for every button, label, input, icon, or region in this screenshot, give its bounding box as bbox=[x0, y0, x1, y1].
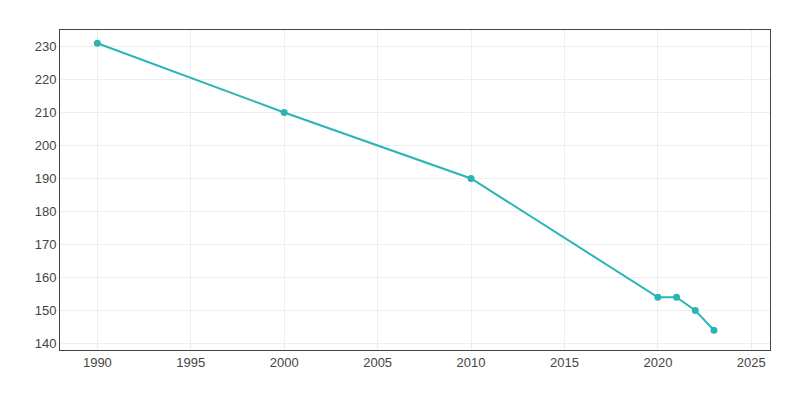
svg-text:230: 230 bbox=[35, 39, 57, 54]
svg-text:180: 180 bbox=[35, 204, 57, 219]
svg-text:220: 220 bbox=[35, 72, 57, 87]
svg-text:2025: 2025 bbox=[737, 355, 766, 370]
svg-text:150: 150 bbox=[35, 303, 57, 318]
svg-text:2010: 2010 bbox=[457, 355, 486, 370]
svg-text:210: 210 bbox=[35, 105, 57, 120]
svg-text:1995: 1995 bbox=[176, 355, 205, 370]
svg-text:1990: 1990 bbox=[83, 355, 112, 370]
svg-text:140: 140 bbox=[35, 336, 57, 351]
svg-text:2005: 2005 bbox=[363, 355, 392, 370]
svg-text:200: 200 bbox=[35, 138, 57, 153]
svg-text:170: 170 bbox=[35, 237, 57, 252]
svg-text:2020: 2020 bbox=[643, 355, 672, 370]
svg-text:2000: 2000 bbox=[270, 355, 299, 370]
svg-text:160: 160 bbox=[35, 270, 57, 285]
svg-text:2015: 2015 bbox=[550, 355, 579, 370]
svg-text:190: 190 bbox=[35, 171, 57, 186]
